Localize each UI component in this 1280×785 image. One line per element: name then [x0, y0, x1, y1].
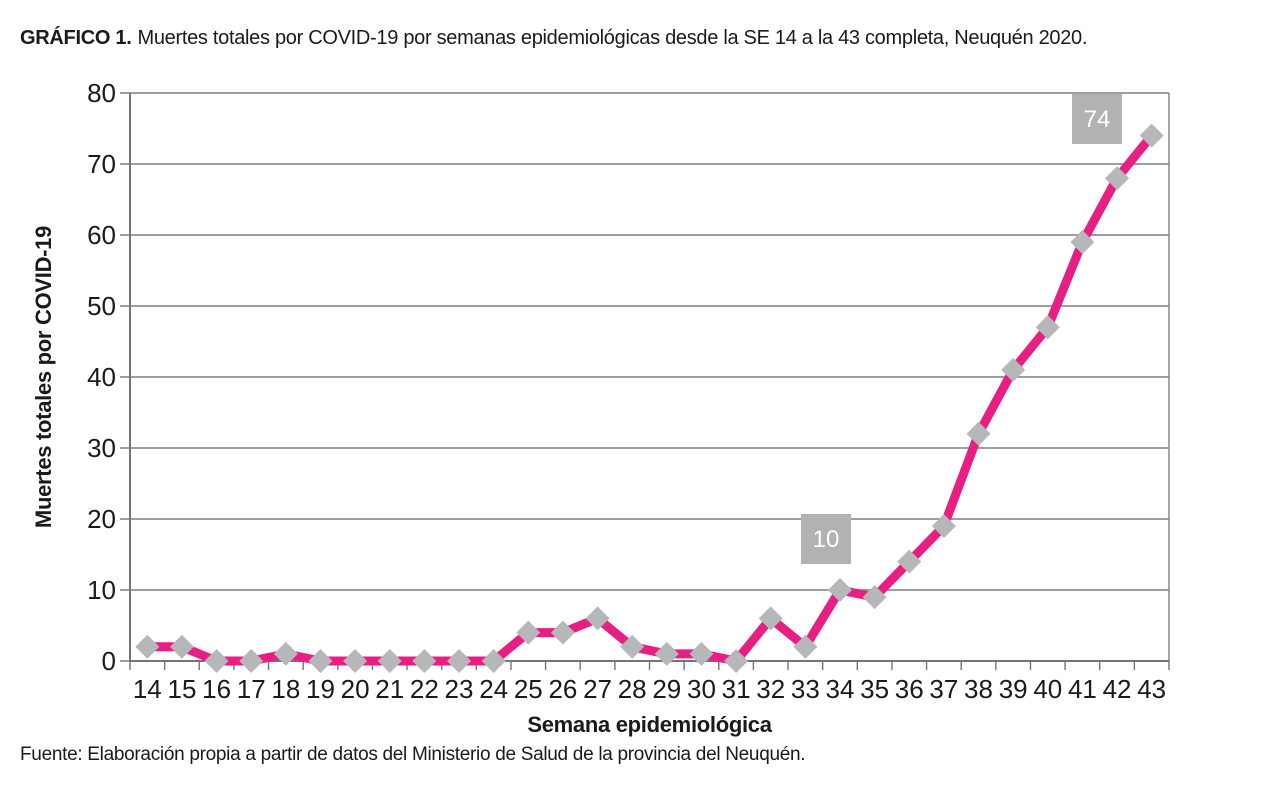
data-point-marker — [897, 549, 922, 574]
data-point-marker — [273, 641, 298, 666]
x-tick-label: 33 — [791, 674, 820, 704]
chart-title-prefix: GRÁFICO 1. — [20, 27, 132, 49]
x-tick-label: 15 — [167, 674, 196, 704]
data-point-marker — [1105, 166, 1130, 191]
data-point-marker — [793, 634, 818, 659]
y-tick-label: 30 — [87, 433, 116, 463]
x-tick-label: 29 — [652, 674, 681, 704]
x-tick-label: 19 — [306, 674, 335, 704]
data-label-text: 10 — [813, 526, 840, 553]
y-tick-label: 10 — [87, 575, 116, 605]
data-point-marker — [620, 634, 645, 659]
data-point-marker — [447, 649, 472, 673]
x-tick-label: 39 — [999, 674, 1028, 704]
data-point-marker — [481, 649, 506, 673]
x-tick-label: 40 — [1033, 674, 1062, 704]
data-point-marker — [931, 514, 956, 539]
data-point-marker — [412, 649, 437, 673]
data-point-marker — [204, 649, 229, 673]
chart-title-text: Muertes totales por COVID-19 por semanas… — [137, 27, 1088, 49]
x-tick-label: 34 — [826, 674, 855, 704]
data-point-marker — [585, 606, 610, 631]
y-axis-title: Muertes totales por COVID-19 — [31, 225, 56, 529]
x-tick-label: 35 — [860, 674, 889, 704]
data-point-marker — [377, 649, 402, 673]
data-point-marker — [1035, 315, 1060, 340]
chart-title: GRÁFICO 1. Muertes totales por COVID-19 p… — [20, 26, 1200, 51]
data-point-marker — [169, 634, 194, 659]
source-note: Fuente: Elaboración propia a partir de d… — [20, 744, 806, 765]
x-tick-label: 21 — [375, 674, 404, 704]
data-point-marker — [966, 421, 991, 446]
data-point-marker — [724, 649, 749, 673]
x-tick-label: 43 — [1137, 674, 1166, 704]
data-label-box — [801, 514, 851, 564]
y-tick-label: 40 — [87, 362, 116, 392]
y-tick-label: 50 — [87, 291, 116, 321]
data-point-marker — [516, 620, 541, 645]
x-tick-label: 18 — [271, 674, 300, 704]
data-point-marker — [758, 606, 783, 631]
x-axis-title: Semana epidemiológica — [527, 712, 772, 737]
y-tick-label: 20 — [87, 504, 116, 534]
y-tick-label: 70 — [87, 149, 116, 179]
x-tick-label: 23 — [445, 674, 474, 704]
x-tick-label: 26 — [548, 674, 577, 704]
data-series-line — [142, 131, 1157, 666]
data-point-marker — [550, 620, 575, 645]
x-tick-label: 14 — [133, 674, 162, 704]
x-tick-label: 17 — [237, 674, 266, 704]
data-point-marker — [135, 634, 160, 659]
x-tick-label: 27 — [583, 674, 612, 704]
y-tick-label: 80 — [87, 78, 116, 108]
data-point-marker — [827, 578, 852, 602]
x-tick-label: 37 — [929, 674, 958, 704]
x-tick-label: 22 — [410, 674, 439, 704]
x-tick-label: 28 — [618, 674, 647, 704]
data-point-marker — [654, 641, 679, 666]
x-tick-label: 41 — [1068, 674, 1097, 704]
data-point-marker — [308, 649, 333, 673]
data-label-text: 74 — [1084, 106, 1111, 133]
data-point-marker — [343, 649, 368, 673]
x-tick-label: 24 — [479, 674, 508, 704]
x-tick-label: 20 — [341, 674, 370, 704]
x-tick-label: 32 — [756, 674, 785, 704]
y-tick-label: 0 — [102, 646, 116, 676]
x-tick-label: 16 — [202, 674, 231, 704]
data-point-marker — [862, 585, 887, 610]
data-point-marker — [1139, 123, 1164, 148]
x-tick-label: 25 — [514, 674, 543, 704]
x-tick-label: 31 — [722, 674, 751, 704]
data-point-marker — [689, 641, 714, 666]
y-tick-label: 60 — [87, 220, 116, 250]
x-tick-label: 36 — [895, 674, 924, 704]
data-point-marker — [1070, 230, 1095, 255]
data-point-marker — [239, 649, 264, 673]
data-point-marker — [1001, 357, 1026, 382]
data-label-box — [1072, 94, 1122, 144]
x-tick-label: 38 — [964, 674, 993, 704]
x-tick-label: 42 — [1103, 674, 1132, 704]
x-tick-label: 30 — [687, 674, 716, 704]
